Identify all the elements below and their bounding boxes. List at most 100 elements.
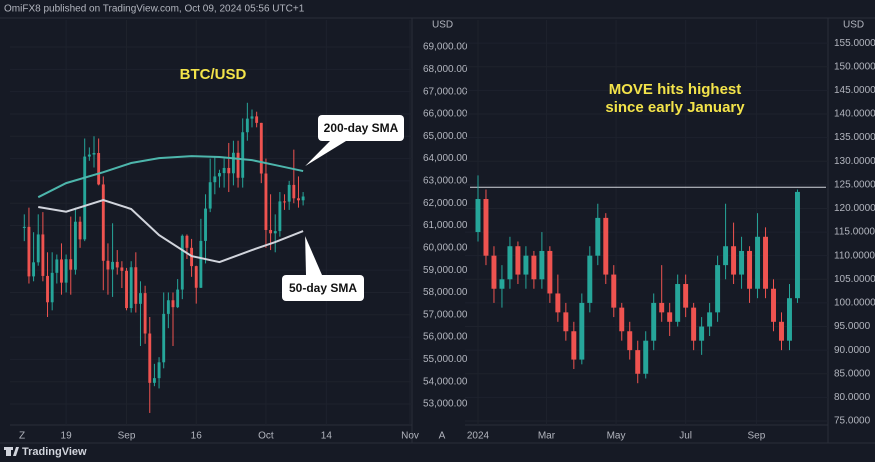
y-tick-label: 100.0000 (834, 298, 875, 309)
candle-body (755, 236, 761, 289)
y-tick-label: 145.0000 (834, 85, 875, 96)
candle-body (635, 350, 641, 374)
candle-body (227, 167, 231, 174)
candle-body (36, 234, 40, 263)
y-tick-label: 110.0000 (834, 250, 875, 261)
candle-body (157, 362, 161, 379)
y-tick-label: 64,000.00 (423, 153, 468, 164)
candle-body (515, 246, 521, 275)
candle-body (683, 284, 689, 308)
y-tick-label: 56,000.00 (423, 332, 468, 343)
candle-body (771, 288, 776, 322)
candle-body (213, 176, 217, 183)
candle-body (571, 331, 577, 360)
annotation-title: BTC/USD (180, 66, 247, 83)
candle-body (301, 196, 305, 201)
candle-body (236, 152, 240, 178)
corner-button[interactable]: A (439, 431, 446, 442)
candle-body (691, 307, 697, 341)
candle-body (278, 201, 282, 232)
candle-body (171, 300, 175, 308)
candle-body (747, 250, 753, 289)
candle-body (64, 259, 68, 283)
y-tick-label: 90.0000 (834, 345, 871, 356)
candle-body (739, 250, 745, 275)
candle-body (134, 267, 138, 304)
candle-body (619, 307, 625, 332)
candle-body (587, 255, 593, 303)
callout-box (282, 275, 364, 301)
candle-body (27, 226, 31, 277)
y-tick-label: 120.0000 (834, 203, 875, 214)
corner-button[interactable]: Z (19, 431, 25, 442)
candle-body (667, 312, 673, 322)
footer: TradingView (22, 446, 87, 458)
y-tick-label: 85.0000 (834, 368, 871, 379)
candle-body (162, 313, 166, 363)
candle-body (106, 260, 110, 270)
x-tick-label: Sep (747, 431, 765, 442)
y-tick-label: 67,000.00 (423, 86, 468, 97)
y-tick-label: 65,000.00 (423, 131, 468, 142)
x-tick-label: Oct (258, 431, 274, 442)
y-tick-label: 62,000.00 (423, 198, 468, 209)
y-tick-label: 60,000.00 (423, 242, 468, 253)
candle-body (779, 321, 784, 341)
candle-body (245, 118, 249, 133)
candle-body (78, 221, 82, 240)
candle-body (499, 279, 505, 289)
candle-body (475, 199, 481, 233)
candle-body (111, 261, 115, 270)
candle-body (259, 122, 263, 174)
candle-body (125, 270, 128, 309)
candle-body (555, 293, 561, 313)
candle-body (579, 302, 585, 360)
candle-body (115, 261, 119, 268)
candle-body (60, 259, 63, 283)
annotation-title: since early January (605, 99, 745, 116)
candle-body (129, 267, 133, 309)
y-tick-label: 53,000.00 (423, 399, 468, 410)
y-tick-label: 105.0000 (834, 274, 875, 285)
candle-body (731, 246, 737, 275)
y-axis-unit: USD (843, 20, 864, 31)
candle-body (222, 167, 226, 174)
candle-body (269, 229, 273, 234)
candle-body (176, 289, 180, 308)
candle-body (120, 267, 124, 271)
candle-body (208, 182, 212, 209)
y-tick-label: 80.0000 (834, 392, 871, 403)
y-tick-label: 115.0000 (834, 227, 875, 238)
header: OmiFX8 published on TradingView.com, Oct… (4, 4, 305, 15)
candle-body (139, 293, 142, 304)
y-tick-label: 54,000.00 (423, 376, 468, 387)
candle-body (231, 152, 235, 174)
y-tick-label: 75.0000 (834, 416, 871, 427)
y-tick-label: 150.0000 (834, 61, 875, 72)
candle-body (603, 217, 609, 275)
candle-body (32, 262, 36, 277)
x-tick-label: 2024 (467, 431, 490, 442)
x-tick-label: Nov (401, 431, 419, 442)
candle-body (563, 312, 569, 332)
candle-body (539, 250, 545, 280)
candle-body (595, 217, 601, 256)
callout-label: 200-day SMA (324, 121, 399, 135)
x-tick-label: 19 (61, 431, 73, 442)
y-tick-label: 130.0000 (834, 156, 875, 167)
candle-body (491, 255, 497, 289)
candle-body (643, 340, 649, 374)
candle-body (627, 331, 633, 351)
annotation-title: MOVE hits highest (609, 81, 742, 98)
callout-pointer (305, 141, 346, 167)
candle-body (73, 221, 77, 270)
y-tick-label: 155.0000 (834, 38, 875, 49)
candle-body (264, 173, 268, 230)
candle-body (787, 298, 792, 341)
candle-body (763, 236, 769, 289)
callout-box (318, 115, 404, 141)
candle-body (723, 246, 729, 266)
y-tick-label: 55,000.00 (423, 354, 468, 365)
